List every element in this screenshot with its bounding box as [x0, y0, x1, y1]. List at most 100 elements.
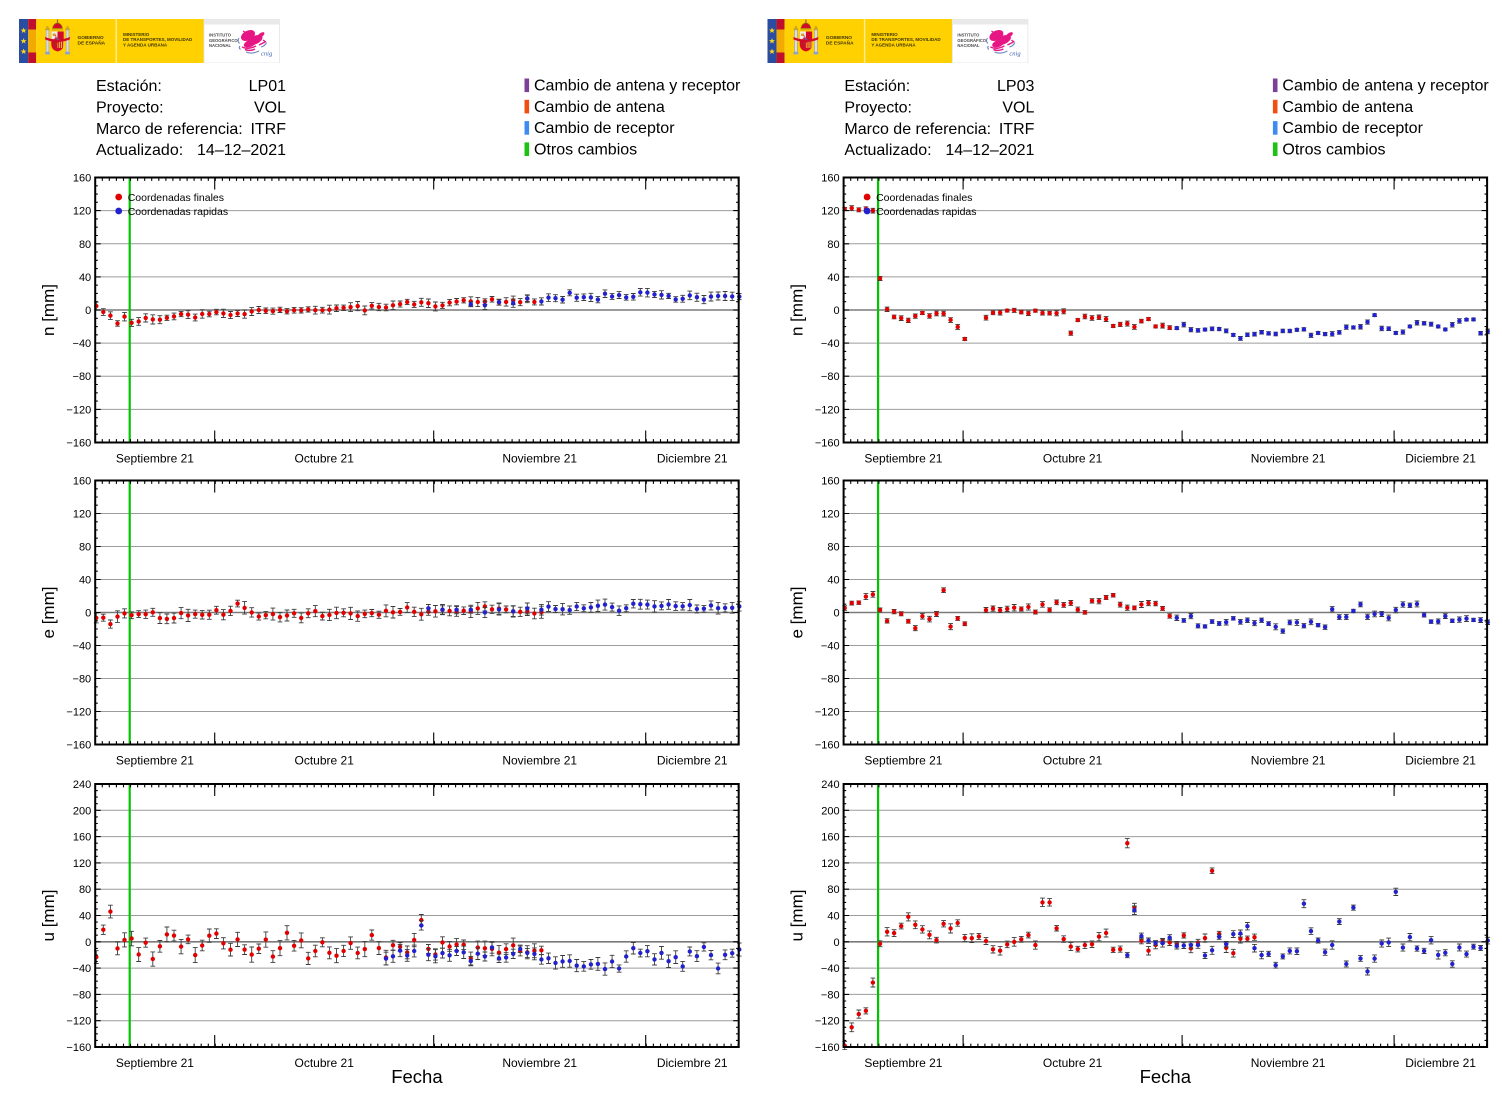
- svg-text:Noviembre 21: Noviembre 21: [1251, 753, 1326, 767]
- svg-text:0: 0: [85, 305, 91, 317]
- svg-text:−40: −40: [73, 338, 92, 350]
- svg-text:NACIONAL: NACIONAL: [209, 43, 232, 48]
- svg-text:Octubre 21: Octubre 21: [1043, 451, 1103, 465]
- svg-text:40: 40: [79, 911, 91, 923]
- svg-text:14–12–2021: 14–12–2021: [197, 142, 286, 159]
- svg-text:cnig: cnig: [261, 51, 273, 58]
- svg-text:LP03: LP03: [997, 78, 1034, 95]
- svg-text:40: 40: [827, 911, 839, 923]
- svg-text:Fecha: Fecha: [391, 1066, 443, 1087]
- svg-text:n [mm]: n [mm]: [788, 284, 807, 336]
- svg-text:Cambio de receptor: Cambio de receptor: [1282, 120, 1423, 137]
- svg-text:−160: −160: [66, 740, 91, 752]
- svg-text:−80: −80: [821, 989, 840, 1001]
- svg-text:Otros cambios: Otros cambios: [1282, 141, 1385, 158]
- svg-text:−80: −80: [821, 674, 840, 686]
- svg-text:−40: −40: [821, 338, 840, 350]
- svg-text:120: 120: [821, 206, 839, 218]
- svg-text:160: 160: [821, 476, 839, 488]
- svg-text:VOL: VOL: [1002, 100, 1034, 117]
- svg-text:120: 120: [821, 858, 839, 870]
- svg-text:u [mm]: u [mm]: [39, 890, 58, 942]
- svg-text:Coordenadas finales: Coordenadas finales: [876, 192, 972, 204]
- svg-text:Cambio de antena y receptor: Cambio de antena y receptor: [534, 78, 741, 95]
- svg-text:120: 120: [821, 509, 839, 521]
- svg-text:Diciembre 21: Diciembre 21: [657, 753, 728, 767]
- svg-text:160: 160: [73, 173, 91, 185]
- svg-text:40: 40: [827, 272, 839, 284]
- svg-text:ITRF: ITRF: [250, 121, 286, 138]
- svg-text:Diciembre 21: Diciembre 21: [1405, 1056, 1476, 1070]
- svg-text:Diciembre 21: Diciembre 21: [1405, 753, 1476, 767]
- svg-text:Y AGENDA URBANA: Y AGENDA URBANA: [871, 43, 916, 48]
- svg-text:Actualizado:: Actualizado:: [96, 142, 183, 159]
- svg-text:Octubre 21: Octubre 21: [295, 753, 355, 767]
- svg-text:Septiembre 21: Septiembre 21: [116, 451, 194, 465]
- svg-text:−80: −80: [821, 371, 840, 383]
- svg-text:80: 80: [827, 239, 839, 251]
- svg-text:−120: −120: [66, 707, 91, 719]
- svg-text:80: 80: [79, 542, 91, 554]
- svg-text:Y AGENDA URBANA: Y AGENDA URBANA: [123, 43, 168, 48]
- svg-text:0: 0: [85, 608, 91, 620]
- svg-text:ITRF: ITRF: [999, 121, 1035, 138]
- svg-text:INSTITUTO: INSTITUTO: [957, 33, 980, 38]
- svg-text:e [mm]: e [mm]: [39, 587, 58, 639]
- svg-text:DE TRANSPORTES, MOVILIDAD: DE TRANSPORTES, MOVILIDAD: [871, 37, 941, 42]
- svg-text:DE ESPAÑA: DE ESPAÑA: [826, 39, 854, 46]
- svg-text:−120: −120: [815, 707, 840, 719]
- svg-text:Cambio de antena: Cambio de antena: [534, 99, 665, 116]
- svg-text:Coordenadas finales: Coordenadas finales: [128, 192, 224, 204]
- svg-text:240: 240: [821, 779, 839, 791]
- svg-text:Proyecto:: Proyecto:: [96, 100, 164, 117]
- svg-text:200: 200: [821, 805, 839, 817]
- svg-text:0: 0: [833, 937, 839, 949]
- svg-text:Noviembre 21: Noviembre 21: [502, 1056, 577, 1070]
- svg-text:160: 160: [73, 476, 91, 488]
- svg-text:−160: −160: [66, 438, 91, 450]
- svg-text:−160: −160: [66, 1042, 91, 1054]
- svg-text:0: 0: [85, 937, 91, 949]
- svg-text:MINISTERIO: MINISTERIO: [871, 32, 898, 37]
- svg-text:Coordenadas rapidas: Coordenadas rapidas: [876, 206, 976, 218]
- svg-text:Diciembre 21: Diciembre 21: [1405, 451, 1476, 465]
- svg-text:Octubre 21: Octubre 21: [295, 451, 355, 465]
- svg-text:−120: −120: [66, 1016, 91, 1028]
- svg-text:120: 120: [73, 858, 91, 870]
- svg-text:NACIONAL: NACIONAL: [957, 43, 980, 48]
- svg-text:Octubre 21: Octubre 21: [1043, 753, 1103, 767]
- svg-text:MINISTERIO: MINISTERIO: [123, 32, 150, 37]
- svg-text:Septiembre 21: Septiembre 21: [116, 753, 194, 767]
- svg-text:DE TRANSPORTES, MOVILIDAD: DE TRANSPORTES, MOVILIDAD: [123, 37, 193, 42]
- svg-text:−80: −80: [73, 989, 92, 1001]
- svg-text:u [mm]: u [mm]: [788, 890, 807, 942]
- svg-text:−80: −80: [73, 674, 92, 686]
- svg-text:GOBIERNO: GOBIERNO: [78, 35, 104, 41]
- svg-text:Noviembre 21: Noviembre 21: [1251, 1056, 1326, 1070]
- svg-text:−40: −40: [73, 963, 92, 975]
- svg-text:80: 80: [79, 884, 91, 896]
- svg-text:40: 40: [827, 575, 839, 587]
- svg-text:−160: −160: [815, 740, 840, 752]
- svg-text:160: 160: [73, 832, 91, 844]
- svg-text:INSTITUTO: INSTITUTO: [209, 33, 232, 38]
- svg-text:Marco de referencia:: Marco de referencia:: [844, 121, 991, 138]
- svg-text:Fecha: Fecha: [1140, 1066, 1192, 1087]
- svg-text:−40: −40: [821, 963, 840, 975]
- svg-text:80: 80: [79, 239, 91, 251]
- svg-text:−120: −120: [815, 1016, 840, 1028]
- svg-text:Cambio de receptor: Cambio de receptor: [534, 120, 675, 137]
- svg-text:Septiembre 21: Septiembre 21: [864, 451, 942, 465]
- svg-text:Septiembre 21: Septiembre 21: [864, 1056, 942, 1070]
- svg-text:Diciembre 21: Diciembre 21: [657, 451, 728, 465]
- svg-text:Diciembre 21: Diciembre 21: [657, 1056, 728, 1070]
- svg-text:−160: −160: [815, 438, 840, 450]
- svg-text:Proyecto:: Proyecto:: [844, 100, 912, 117]
- svg-text:Estación:: Estación:: [844, 78, 910, 95]
- svg-text:Octubre 21: Octubre 21: [295, 1056, 355, 1070]
- svg-text:Actualizado:: Actualizado:: [844, 142, 931, 159]
- svg-text:40: 40: [79, 272, 91, 284]
- svg-text:Septiembre 21: Septiembre 21: [864, 753, 942, 767]
- svg-text:0: 0: [833, 305, 839, 317]
- svg-text:−80: −80: [73, 371, 92, 383]
